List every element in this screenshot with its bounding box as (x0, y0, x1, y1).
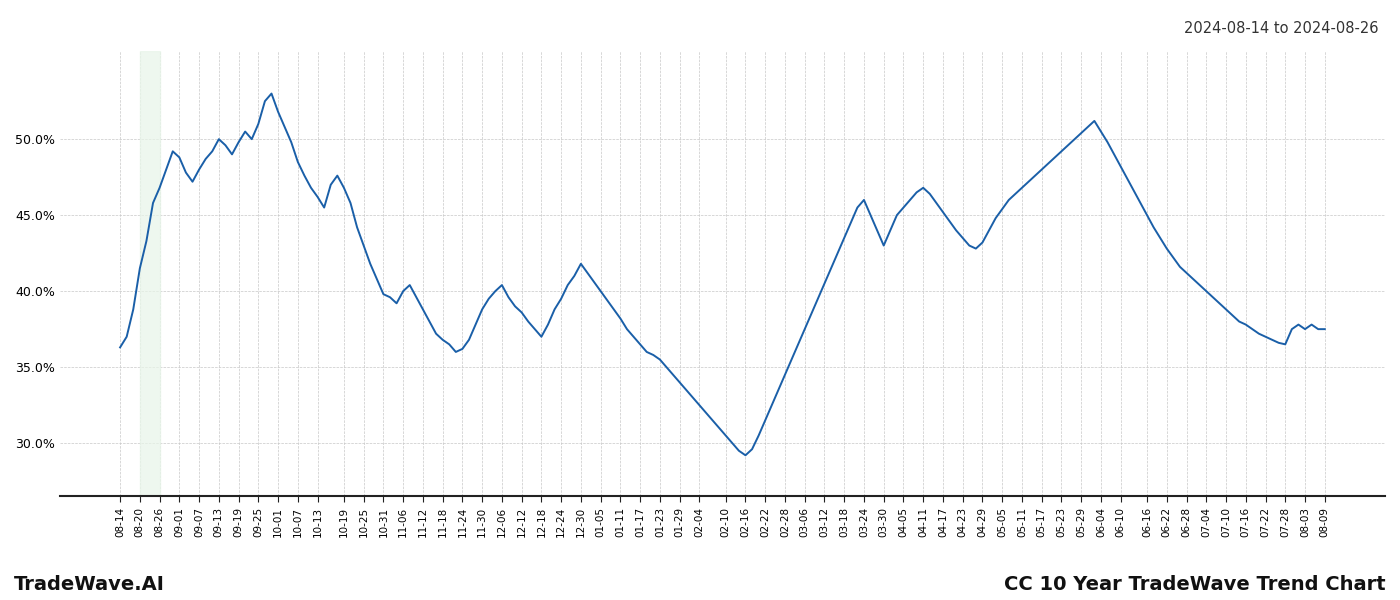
Bar (140, 51, 160, 496)
Text: 2024-08-14 to 2024-08-26: 2024-08-14 to 2024-08-26 (1184, 21, 1379, 36)
Text: TradeWave.AI: TradeWave.AI (14, 575, 165, 594)
Text: CC 10 Year TradeWave Trend Chart: CC 10 Year TradeWave Trend Chart (1004, 575, 1386, 594)
